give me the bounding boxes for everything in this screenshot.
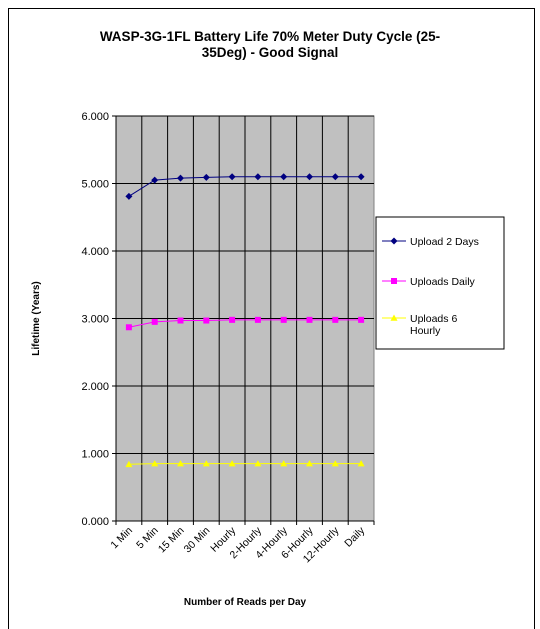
data-point xyxy=(202,173,210,181)
data-point xyxy=(357,460,365,467)
legend-box xyxy=(375,216,505,350)
y-tick-label: 3.000 xyxy=(81,314,109,326)
x-tick-label: 1 Min xyxy=(108,525,135,552)
data-point xyxy=(125,192,133,200)
data-point xyxy=(228,173,236,181)
legend: Upload 2 Days Uploads Daily Uploads 6Hourl… xyxy=(375,216,505,350)
data-point xyxy=(332,316,339,323)
data-point xyxy=(254,460,262,467)
legend-marker xyxy=(390,237,398,245)
data-point xyxy=(202,460,210,467)
data-point xyxy=(254,316,261,323)
y-tick-label: 6.000 xyxy=(81,111,109,123)
chart-frame xyxy=(8,8,535,629)
legend-label: Hourly xyxy=(410,325,441,337)
data-point xyxy=(228,460,236,467)
y-tick-label: 1.000 xyxy=(81,449,109,461)
legend-item: Uploads Daily xyxy=(382,276,476,288)
data-point xyxy=(306,460,313,467)
series-line xyxy=(128,176,362,197)
data-point xyxy=(177,460,184,467)
y-axis-ticks: 0.000 1.000 2.000 3.000 4.000 5.000 6.000 xyxy=(81,111,116,528)
data-point xyxy=(229,316,236,323)
chart-title-line: WASP-3G-1FL Battery Life 70% Meter Duty … xyxy=(100,29,440,44)
series-square xyxy=(125,316,365,331)
legend-marker xyxy=(390,314,398,321)
y-axis-label: Lifetime (Years) xyxy=(31,281,42,355)
data-point xyxy=(151,460,159,467)
x-tick-label: 30 Min xyxy=(182,525,213,556)
data-point xyxy=(151,318,158,325)
y-tick-label: 0.000 xyxy=(81,516,109,528)
data-point xyxy=(177,174,184,182)
data-point xyxy=(254,173,262,181)
data-point xyxy=(331,460,339,467)
data-point xyxy=(357,173,365,181)
data-point xyxy=(125,324,132,331)
data-point xyxy=(358,316,365,323)
data-point xyxy=(306,173,313,181)
data-point xyxy=(280,460,288,467)
legend-label: Uploads 6 xyxy=(410,313,457,325)
series-triangle xyxy=(125,460,365,468)
data-point xyxy=(177,317,184,324)
x-tick-label: 15 Min xyxy=(156,525,187,556)
series-line xyxy=(128,463,362,465)
x-axis-label: Number of Reads per Day xyxy=(184,597,307,608)
y-tick-label: 2.000 xyxy=(81,381,109,393)
y-tick-label: 5.000 xyxy=(81,179,109,191)
series-diamond xyxy=(125,173,365,200)
data-point xyxy=(331,173,339,181)
y-tick-label: 4.000 xyxy=(81,246,109,258)
data-point xyxy=(151,176,159,184)
series-lines xyxy=(125,173,365,468)
data-point xyxy=(125,460,133,468)
data-point xyxy=(280,173,288,181)
chart-title-line: 35Deg) - Good Signal xyxy=(202,45,339,60)
chart-title: WASP-3G-1FL Battery Life 70% Meter Duty … xyxy=(100,29,440,60)
x-tick-label: Daily xyxy=(342,524,368,550)
legend-label: Uploads Daily xyxy=(410,276,476,288)
data-point xyxy=(203,317,210,324)
legend-marker xyxy=(391,278,397,284)
series-line xyxy=(128,319,362,328)
legend-label: Upload 2 Days xyxy=(410,236,479,248)
data-point xyxy=(306,316,313,323)
legend-item: Upload 2 Days xyxy=(382,236,479,248)
data-point xyxy=(280,316,287,323)
